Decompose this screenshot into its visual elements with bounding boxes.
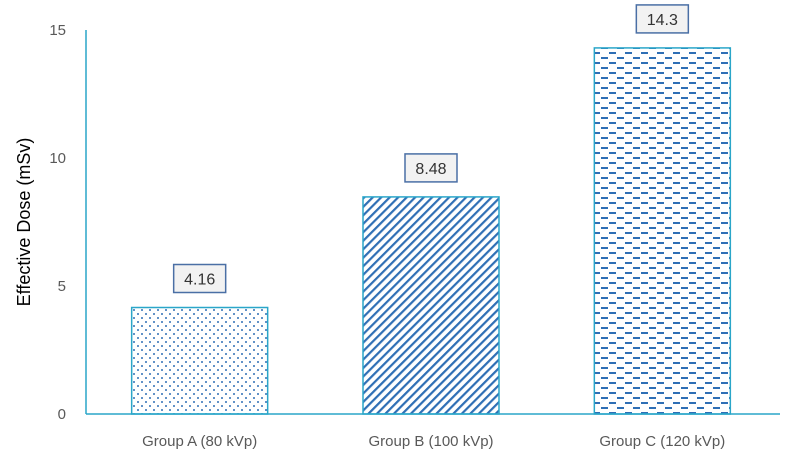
x-axis-ticks: Group A (80 kVp) Group B (100 kVp) Group C… (142, 433, 725, 450)
bar (362, 196, 500, 415)
x-tick-label: Group B (100 kVp) (368, 433, 493, 450)
y-tick-label: 5 (58, 278, 66, 295)
data-label: 4.16 (184, 272, 215, 289)
data-labels: 4.16 8.48 14.3 (172, 4, 690, 294)
data-label: 8.48 (415, 161, 446, 178)
y-tick-label: 15 (49, 22, 66, 39)
data-label-box (635, 4, 690, 34)
y-tick-label: 10 (49, 150, 66, 167)
y-tick-label: 0 (58, 406, 66, 423)
x-tick-label: Group A (80 kVp) (142, 433, 257, 450)
data-label-box (172, 263, 227, 294)
data-label-box (404, 153, 458, 183)
y-axis-ticks: 0 5 10 15 (49, 22, 66, 423)
x-tick-label: Group C (120 kVp) (599, 433, 725, 450)
y-axis-label: Effective Dose (mSv) (14, 138, 34, 307)
data-label: 14.3 (647, 12, 678, 29)
bar (130, 306, 269, 415)
bars (130, 47, 732, 415)
bar (593, 47, 732, 415)
